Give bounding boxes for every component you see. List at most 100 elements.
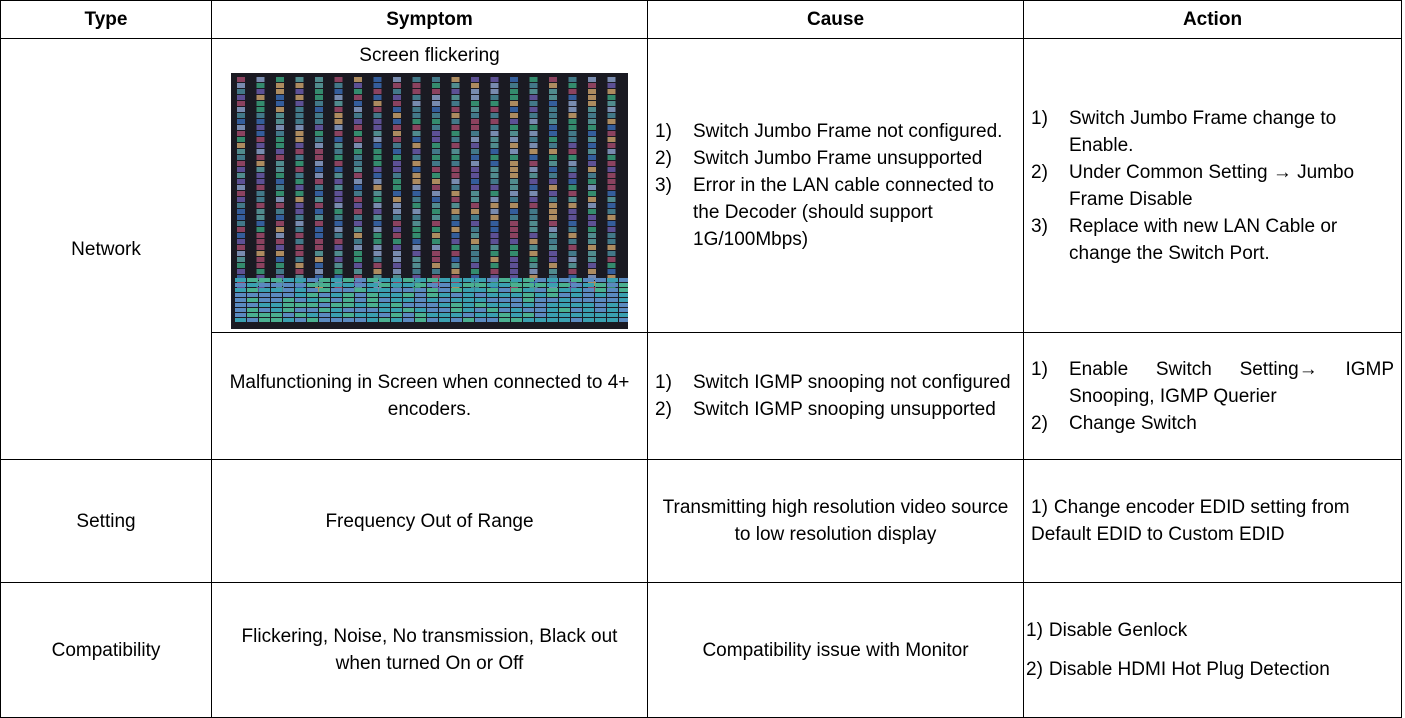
pixel-noise xyxy=(487,318,498,322)
pixel-noise xyxy=(237,245,245,250)
header-cell: Cause xyxy=(647,0,1024,39)
pixel-noise xyxy=(490,191,499,196)
pixel-noise xyxy=(354,263,362,268)
pixel-noise xyxy=(588,227,596,232)
pixel-noise xyxy=(607,308,618,312)
pixel-noise xyxy=(276,221,284,226)
pixel-noise xyxy=(307,278,318,282)
pixel-noise xyxy=(315,221,323,226)
pixel-noise xyxy=(549,77,557,82)
pixel-noise xyxy=(276,83,284,88)
pixel-noise xyxy=(549,179,557,184)
pixel-noise xyxy=(432,263,440,268)
pixel-noise xyxy=(510,179,518,184)
pixel-noise xyxy=(588,275,596,280)
pixel-noise xyxy=(256,107,265,112)
pixel-noise xyxy=(256,113,265,118)
pixel-noise xyxy=(235,293,246,297)
pixel-noise xyxy=(549,89,557,94)
pixel-noise xyxy=(568,119,577,124)
pixel-noise xyxy=(510,131,518,136)
pixel-noise xyxy=(499,283,510,287)
pixel-noise xyxy=(471,83,479,88)
pixel-noise xyxy=(471,77,479,82)
pixel-noise xyxy=(276,95,284,100)
pixel-noise xyxy=(237,95,245,100)
pixel-noise xyxy=(307,298,318,302)
pixel-noise xyxy=(490,107,499,112)
pixel-noise xyxy=(259,313,270,317)
pixel-noise xyxy=(529,179,538,184)
pixel-noise xyxy=(535,293,546,297)
pixel-noise xyxy=(354,233,362,238)
pixel-noise xyxy=(391,293,402,297)
pixel-noise xyxy=(568,269,577,274)
pixel-noise xyxy=(412,203,421,208)
pixel-noise xyxy=(427,308,438,312)
pixel-noise xyxy=(307,308,318,312)
pixel-noise xyxy=(607,288,618,292)
pixel-noise xyxy=(510,83,518,88)
pixel-noise xyxy=(523,308,534,312)
pixel-noise xyxy=(559,278,570,282)
pixel-noise xyxy=(432,221,440,226)
pixel-noise xyxy=(510,167,518,172)
pixel-noise xyxy=(510,215,518,220)
pixel-noise xyxy=(354,269,362,274)
pixel-noise xyxy=(471,149,479,154)
pixel-noise xyxy=(475,313,486,317)
pixel-noise xyxy=(295,239,304,244)
pixel-noise xyxy=(432,155,440,160)
pixel-noise xyxy=(568,263,577,268)
pixel-noise xyxy=(490,179,499,184)
pixel-noise xyxy=(451,101,460,106)
pixel-noise xyxy=(334,119,343,124)
pixel-noise xyxy=(331,298,342,302)
pixel-noise xyxy=(529,203,538,208)
row: Compatibility Flickering, Noise, No tran… xyxy=(0,582,1402,718)
pixel-noise xyxy=(510,239,518,244)
pixel-noise xyxy=(334,191,343,196)
pixel-noise xyxy=(568,203,577,208)
pixel-noise xyxy=(256,227,265,232)
pixel-noise xyxy=(432,113,440,118)
pixel-noise xyxy=(315,161,323,166)
pixel-noise xyxy=(283,298,294,302)
pixel-noise xyxy=(510,197,518,202)
pixel-noise xyxy=(379,298,390,302)
pixel-noise xyxy=(471,215,479,220)
pixel-noise xyxy=(276,149,284,154)
pixel-noise xyxy=(490,251,499,256)
pixel-noise xyxy=(276,167,284,172)
pixel-noise xyxy=(588,173,596,178)
pixel-noise xyxy=(412,245,421,250)
list-item: 1) Enable Switch Setting→ IGMP Snooping, … xyxy=(1031,356,1394,410)
pixel-noise xyxy=(276,77,284,82)
pixel-noise xyxy=(588,257,596,262)
pixel-noise xyxy=(256,221,265,226)
pixel-noise xyxy=(295,131,304,136)
pixel-noise xyxy=(432,209,440,214)
pixel-noise xyxy=(237,191,245,196)
pixel-noise xyxy=(307,293,318,297)
pixel-noise xyxy=(259,278,270,282)
pixel-noise xyxy=(276,107,284,112)
pixel-noise xyxy=(451,318,462,322)
pixel-noise xyxy=(475,308,486,312)
pixel-noise xyxy=(510,275,518,280)
pixel-noise xyxy=(549,125,557,130)
pixel-noise xyxy=(373,227,382,232)
pixel-noise xyxy=(315,239,323,244)
pixel-noise xyxy=(295,263,304,268)
pixel-noise xyxy=(588,185,596,190)
list-item: 2) Disable HDMI Hot Plug Detection xyxy=(1026,656,1394,683)
pixel-noise xyxy=(619,313,628,317)
pixel-noise xyxy=(354,155,362,160)
pixel-noise xyxy=(412,209,421,214)
pixel-noise xyxy=(510,173,518,178)
pixel-noise xyxy=(256,143,265,148)
pixel-noise xyxy=(415,313,426,317)
pixel-noise xyxy=(471,203,479,208)
pixel-noise xyxy=(354,275,362,280)
pixel-noise xyxy=(235,278,246,282)
